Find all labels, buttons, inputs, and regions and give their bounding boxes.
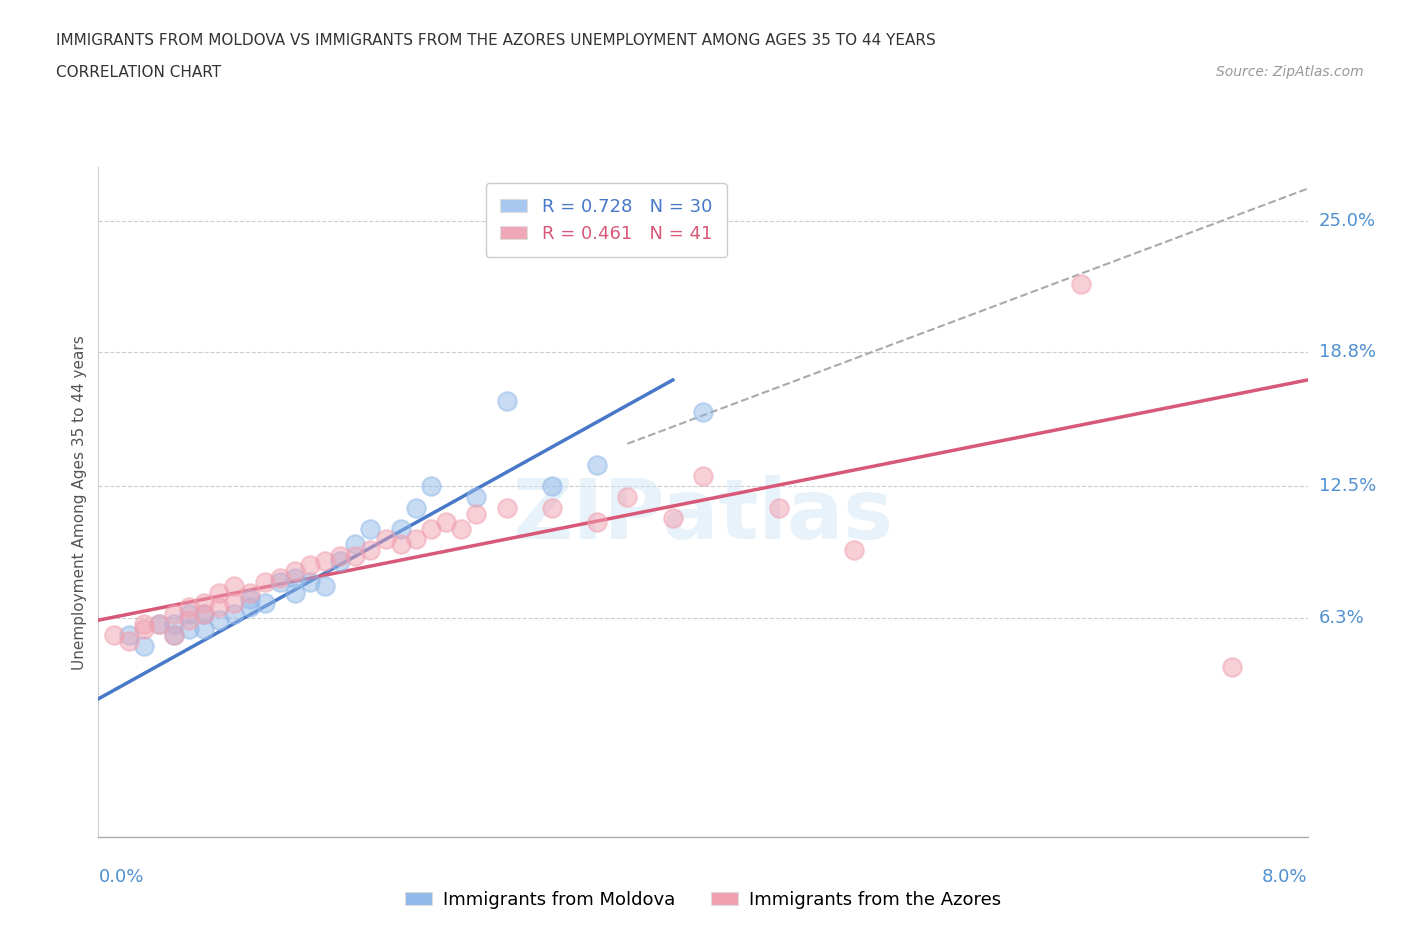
Point [284, 564, 307, 578]
Text: Source: ZipAtlas.com: Source: ZipAtlas.com [1216, 65, 1364, 79]
Point [132, 638, 155, 653]
Text: 0.0%: 0.0% [98, 868, 143, 885]
Point [193, 621, 215, 636]
Point [179, 613, 201, 628]
Point [359, 542, 381, 557]
Point [465, 507, 488, 522]
Point [586, 515, 609, 530]
Point [329, 549, 352, 564]
Text: 25.0%: 25.0% [1319, 211, 1376, 230]
Y-axis label: Unemployment Among Ages 35 to 44 years: Unemployment Among Ages 35 to 44 years [72, 335, 87, 670]
Legend: Immigrants from Moldova, Immigrants from the Azores: Immigrants from Moldova, Immigrants from… [398, 884, 1008, 916]
Point [163, 617, 186, 631]
Point [208, 613, 231, 628]
Point [148, 617, 170, 631]
Point [844, 542, 866, 557]
Point [132, 617, 155, 631]
Point [434, 515, 457, 530]
Point [224, 606, 246, 621]
Point [540, 479, 562, 494]
Point [495, 393, 517, 408]
Point [179, 600, 201, 615]
Text: IMMIGRANTS FROM MOLDOVA VS IMMIGRANTS FROM THE AZORES UNEMPLOYMENT AMONG AGES 35: IMMIGRANTS FROM MOLDOVA VS IMMIGRANTS FR… [56, 33, 936, 47]
Point [193, 596, 215, 611]
Point [239, 600, 262, 615]
Point [329, 553, 352, 568]
Point [314, 553, 336, 568]
Point [163, 628, 186, 643]
Legend: R = 0.728   N = 30, R = 0.461   N = 41: R = 0.728 N = 30, R = 0.461 N = 41 [486, 183, 727, 257]
Point [239, 585, 262, 600]
Point [419, 479, 441, 494]
Point [616, 489, 638, 504]
Point [1070, 277, 1092, 292]
Point [103, 628, 125, 643]
Point [193, 606, 215, 621]
Point [269, 570, 291, 585]
Point [465, 489, 488, 504]
Point [299, 557, 322, 572]
Point [661, 511, 683, 525]
Point [208, 585, 231, 600]
Point [374, 532, 396, 547]
Text: 12.5%: 12.5% [1319, 477, 1376, 496]
Point [359, 522, 381, 537]
Point [419, 522, 441, 537]
Text: ZIPatlas: ZIPatlas [513, 475, 893, 556]
Point [239, 591, 262, 606]
Point [299, 575, 322, 590]
Point [253, 596, 276, 611]
Point [163, 628, 186, 643]
Point [163, 606, 186, 621]
Point [389, 522, 412, 537]
Text: 8.0%: 8.0% [1263, 868, 1308, 885]
Point [208, 600, 231, 615]
Point [1220, 659, 1243, 674]
Text: 18.8%: 18.8% [1319, 343, 1375, 362]
Point [540, 500, 562, 515]
Point [253, 575, 276, 590]
Point [495, 500, 517, 515]
Text: CORRELATION CHART: CORRELATION CHART [56, 65, 221, 80]
Point [132, 621, 155, 636]
Point [284, 585, 307, 600]
Point [405, 500, 427, 515]
Point [405, 532, 427, 547]
Point [224, 578, 246, 593]
Point [450, 522, 472, 537]
Point [692, 405, 714, 419]
Text: 6.3%: 6.3% [1319, 609, 1364, 627]
Point [193, 606, 215, 621]
Point [284, 570, 307, 585]
Point [224, 596, 246, 611]
Point [269, 575, 291, 590]
Point [344, 537, 367, 551]
Point [768, 500, 790, 515]
Point [389, 537, 412, 551]
Point [314, 578, 336, 593]
Point [118, 634, 141, 649]
Point [179, 606, 201, 621]
Point [344, 549, 367, 564]
Point [179, 621, 201, 636]
Point [692, 468, 714, 483]
Point [118, 628, 141, 643]
Point [148, 617, 170, 631]
Point [586, 458, 609, 472]
